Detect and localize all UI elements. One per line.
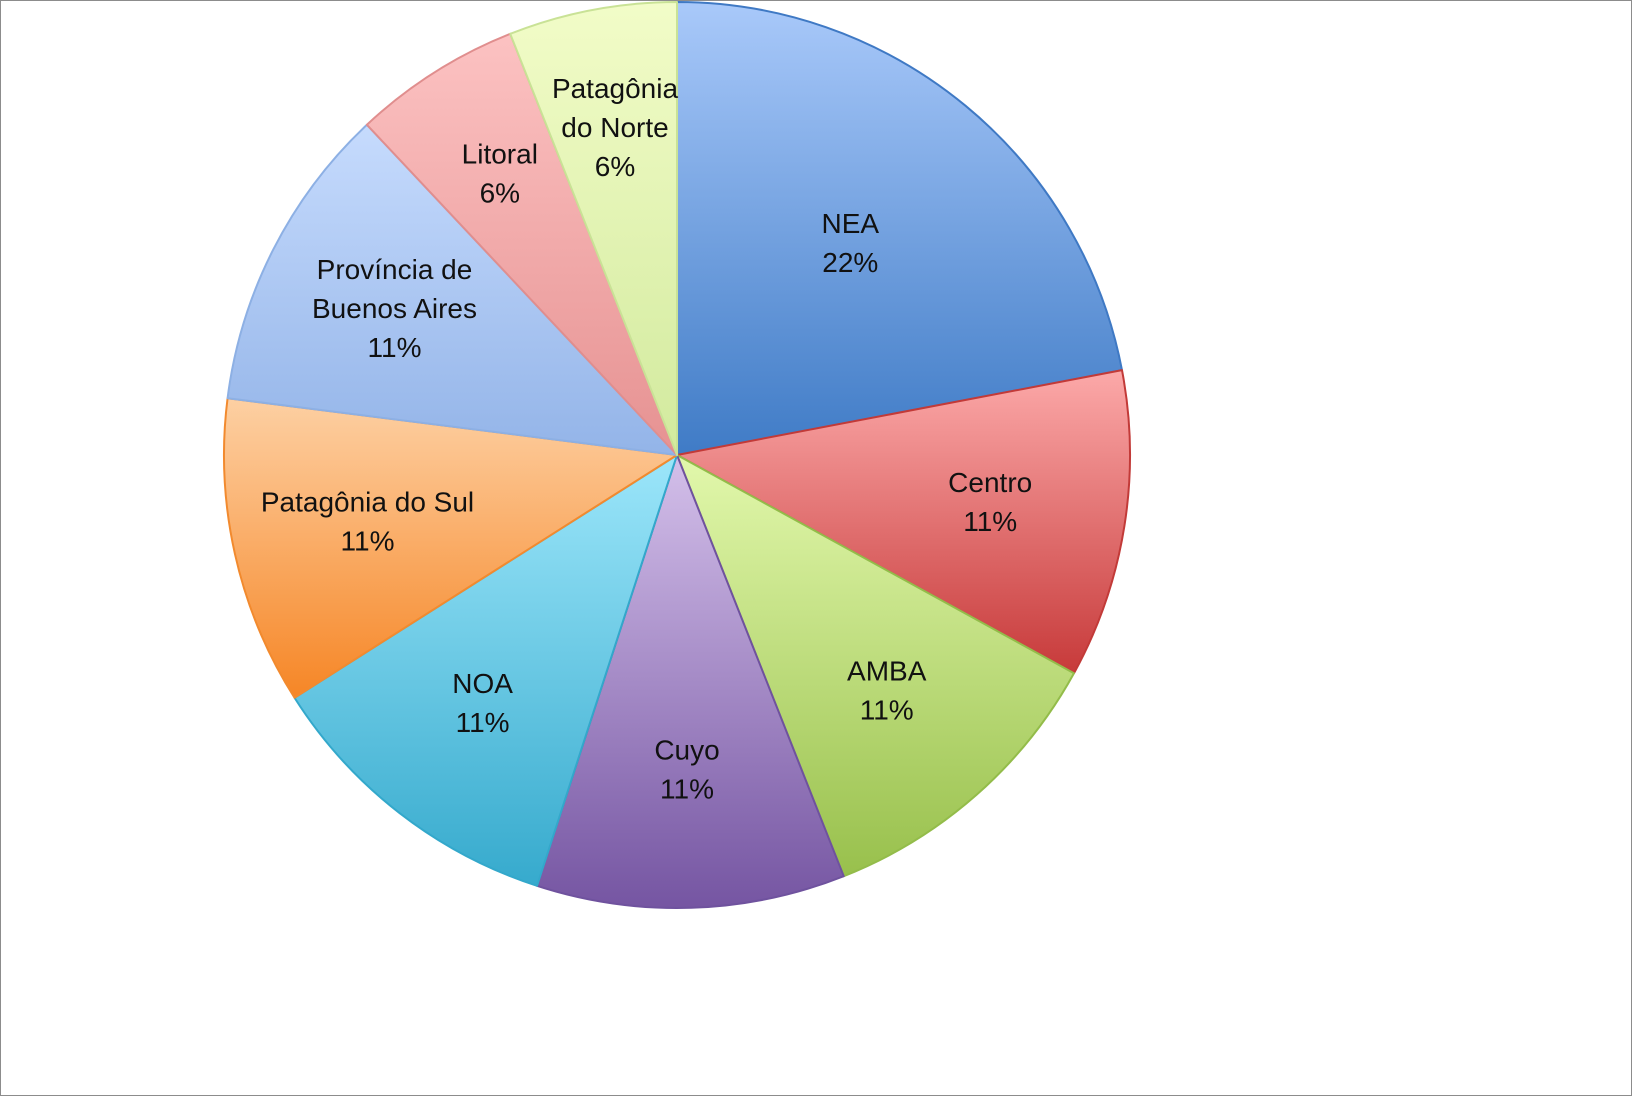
pie-slice-patagônia-do-sul [223,397,678,699]
slice-category-label: Província de [317,254,473,285]
slice-category-label: Buenos Aires [312,293,477,324]
slice-category-label: NOA [452,668,513,699]
pie-slice-província-de-buenos-aires [226,123,678,456]
slice-label: Patagônia do Norte 6% [552,74,679,183]
slice-category-label: Cuyo [654,735,719,766]
slice-label: AMBA 11% [847,656,927,726]
slice-label: Patagônia do Sul 11% [261,487,474,557]
slice-category-label: AMBA [847,656,927,687]
slice-label: Litoral 6% [462,139,538,209]
slice-percent-label: 22% [822,247,878,278]
slice-percent-label: 11% [860,695,914,726]
slice-percent-label: 11% [660,774,714,805]
slice-percent-label: 11% [368,332,422,363]
slice-percent-label: 6% [595,152,635,183]
pie-slice-patagônia-do-norte [509,1,678,456]
slice-percent-label: 11% [963,506,1017,537]
slice-category-label: NEA [822,208,880,239]
pie-slice-noa [293,454,678,887]
slices-layer [223,1,1131,909]
pie-slice-centro [676,369,1131,675]
slice-category-label: Centro [948,467,1032,498]
pie-slice-nea [676,1,1123,456]
slice-label: NEA 22% [822,208,880,278]
slice-percent-label: 11% [456,707,510,738]
slice-category-label: Litoral [462,139,538,170]
slice-label: Centro 11% [948,467,1032,537]
slice-category-label: Patagônia [552,74,679,105]
slice-percent-label: 6% [480,178,520,209]
slice-label: Cuyo 11% [654,735,719,805]
slice-label: NOA 11% [452,668,513,738]
labels-layer: NEA 22%Centro 11%AMBA 11%Cuyo 11%NOA 11%Patag… [261,74,1032,805]
pie-slice-cuyo [536,454,845,909]
slice-category-label: do Norte [561,113,668,144]
slice-label: Província de Buenos Aires 11% [312,254,477,363]
pie-slice-litoral [365,32,678,456]
slice-percent-label: 11% [341,526,395,557]
pie-slice-amba [676,454,1075,878]
slice-category-label: Patagônia do Sul [261,487,474,518]
